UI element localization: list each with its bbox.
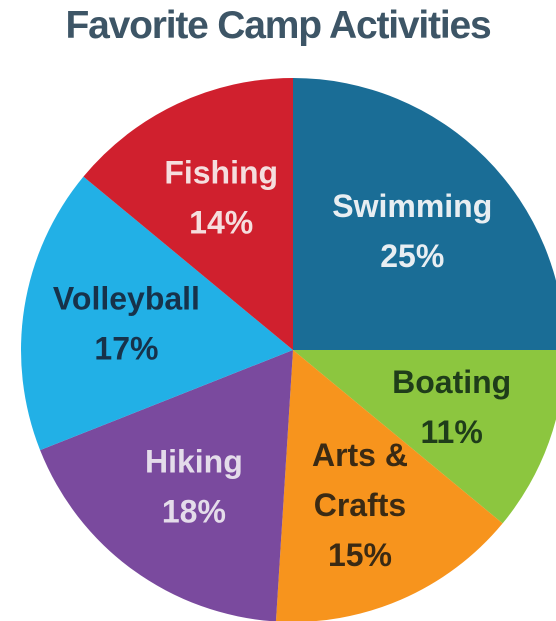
slice-label-line: Arts &	[312, 437, 408, 473]
slice-label-line: 17%	[94, 331, 158, 367]
slice-label-arts-crafts: Arts & Crafts 15%	[312, 437, 408, 573]
slice-label-line: Hiking	[145, 443, 243, 479]
slice-label-line: 18%	[162, 493, 226, 529]
slice-label-line: Volleyball	[53, 281, 200, 317]
pie-slice-hiking	[40, 350, 293, 621]
slice-label-line: Boating	[392, 364, 511, 400]
slice-label-line: Fishing	[164, 154, 278, 190]
pie-slice-fishing	[83, 78, 293, 350]
slice-label-line: 14%	[189, 204, 253, 240]
slice-label-line: Crafts	[314, 487, 406, 523]
slice-label-line: 25%	[380, 238, 444, 274]
slice-label-line: 11%	[421, 414, 483, 450]
slice-label-hiking: Hiking 18%	[145, 443, 243, 529]
pie-slices	[21, 78, 556, 621]
slice-label-boating: Boating 11%	[392, 364, 511, 450]
pie-labels: Swimming 25% Boating 11% Arts & Crafts 15% Hiki…	[53, 154, 511, 572]
pie-slice-arts-crafts	[275, 350, 503, 621]
chart-title: Favorite Camp Activities	[65, 4, 492, 47]
slice-label-swimming: Swimming 25%	[332, 188, 492, 274]
pie-slice-boating	[293, 350, 556, 524]
slice-label-volleyball: Volleyball 17%	[53, 281, 200, 367]
pie-slice-swimming	[293, 78, 556, 350]
slice-label-line: Swimming	[332, 188, 492, 224]
slice-label-fishing: Fishing 14%	[164, 154, 278, 240]
pie-slice-volleyball	[21, 176, 294, 451]
slice-label-line: 15%	[328, 537, 392, 573]
